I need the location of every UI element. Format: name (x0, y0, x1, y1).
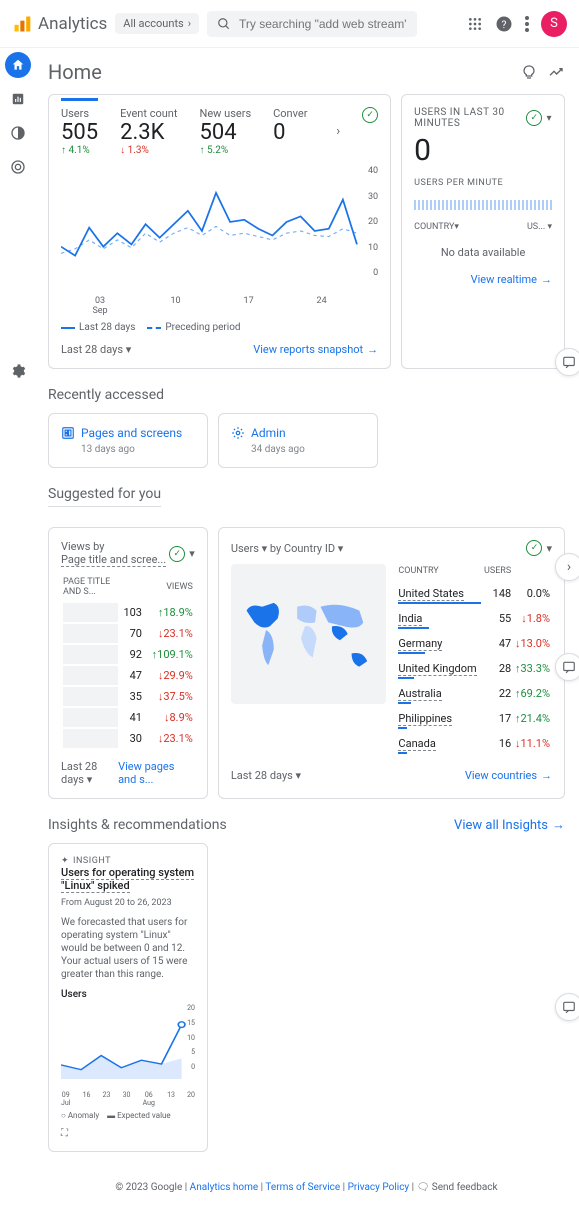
search-icon (217, 17, 231, 31)
views-card: Views by Page title and scree... ✓▾ PAGE… (48, 527, 208, 799)
trending-icon[interactable] (547, 64, 565, 80)
footer-privacy-link[interactable]: Privacy Policy (348, 1182, 410, 1193)
table-row: India55↓1.8% (398, 609, 550, 632)
metric-tab[interactable]: Event count2.3K↓ 1.3% (120, 107, 177, 156)
feedback-icon[interactable] (555, 993, 579, 1021)
admin-icon (231, 426, 245, 440)
metric-tab[interactable]: Users505↑ 4.1% (61, 98, 98, 156)
sparkle-icon: ✦ (61, 856, 69, 866)
recent-card[interactable]: Admin 34 days ago (218, 413, 378, 468)
view-pages-link[interactable]: View pages and s... (118, 760, 195, 786)
nav-advertising-icon[interactable] (5, 154, 31, 180)
view-all-insights-link[interactable]: View all Insights → (454, 817, 565, 833)
table-row: 35↓37.5% (63, 687, 193, 706)
table-row: United Kingdom28↑33.3% (398, 659, 550, 682)
check-icon: ✓ (169, 546, 185, 562)
insight-title: Users for operating system "Linux" spike… (61, 866, 194, 893)
feedback-icon[interactable] (555, 348, 579, 376)
nav-home-icon[interactable] (5, 52, 31, 78)
table-row: 30↓23.1% (63, 729, 193, 748)
pages-icon (61, 426, 75, 440)
table-row: 92↑109.1% (63, 645, 193, 664)
countries-metric-dropdown[interactable]: Users ▾ (231, 542, 267, 555)
metrics-next-icon[interactable]: › (336, 124, 340, 139)
legend-current: Last 28 days (79, 322, 135, 333)
insight-card[interactable]: ✦INSIGHT Users for operating system "Lin… (48, 843, 208, 1152)
help-icon[interactable]: ? (495, 15, 513, 33)
feedback-icon[interactable] (555, 653, 579, 681)
chevron-right-icon: › (188, 17, 191, 30)
nav-admin-icon[interactable] (5, 358, 31, 384)
page-title: Home (48, 60, 102, 84)
table-row: United States1480.0% (398, 584, 550, 607)
apps-icon[interactable] (467, 16, 483, 32)
scroll-next-icon[interactable]: › (555, 553, 579, 581)
suggested-heading: Suggested for you (48, 486, 161, 507)
countries-card: Users ▾ by Country ID ▾ ✓▾ (218, 527, 565, 799)
lightbulb-icon[interactable] (521, 64, 537, 80)
view-countries-link[interactable]: View countries → (465, 769, 552, 782)
nav-explore-icon[interactable] (5, 120, 31, 146)
table-row: 41↓8.9% (63, 708, 193, 727)
check-icon: ✓ (362, 107, 378, 123)
insights-heading: Insights & recommendations (48, 817, 227, 833)
table-row: Australia22↑69.2% (398, 684, 550, 707)
recent-heading: Recently accessed (48, 387, 565, 403)
countries-dim-dropdown[interactable]: by Country ID ▾ (270, 542, 343, 555)
table-row: 47↓29.9% (63, 666, 193, 685)
overview-chart (61, 166, 378, 278)
realtime-value: 0 (414, 133, 552, 168)
views-dim-dropdown[interactable]: Page title and scree... (61, 553, 166, 567)
realtime-card: USERS IN LAST 30 MINUTES✓▾ 0 USERS PER M… (401, 94, 565, 369)
check-icon: ✓ (526, 110, 542, 126)
table-row: Canada16↓11.1% (398, 734, 550, 757)
footer-terms-link[interactable]: Terms of Service (265, 1182, 340, 1193)
more-icon[interactable] (525, 16, 529, 32)
svg-text:?: ? (502, 17, 507, 30)
account-selector[interactable]: All accounts› (115, 13, 199, 34)
search-input[interactable] (239, 17, 407, 31)
search-box[interactable] (207, 11, 417, 37)
table-row: 103↑18.9% (63, 603, 193, 622)
footer-analytics-home-link[interactable]: Analytics home (190, 1182, 259, 1193)
table-row: Philippines17↑21.4% (398, 709, 550, 732)
insight-chart (61, 1004, 195, 1079)
view-realtime-link[interactable]: View realtime → (471, 273, 552, 286)
brand-name: Analytics (38, 14, 107, 34)
period-dropdown[interactable]: Last 28 days ▾ (61, 343, 131, 356)
table-row: Germany47↓13.0% (398, 634, 550, 657)
realtime-sparkline (414, 200, 552, 210)
legend-prev: Preceding period (165, 322, 240, 333)
views-period-dropdown[interactable]: Last 28 days ▾ (61, 760, 118, 786)
expand-icon[interactable]: ⛶ (61, 1128, 195, 1139)
metric-tab[interactable]: Conver0 (273, 107, 307, 145)
send-feedback-link[interactable]: 🗨 Send feedback (417, 1182, 498, 1193)
avatar[interactable]: S (541, 11, 567, 37)
world-map[interactable] (231, 564, 387, 704)
countries-period-dropdown[interactable]: Last 28 days ▾ (231, 769, 301, 782)
analytics-logo[interactable]: Analytics (12, 14, 107, 34)
nav-reports-icon[interactable] (5, 86, 31, 112)
table-row: 70↓23.1% (63, 624, 193, 643)
overview-card: Users505↑ 4.1% Event count2.3K↓ 1.3% New u… (48, 94, 391, 369)
metric-tab[interactable]: New users504↑ 5.2% (199, 107, 251, 156)
view-reports-link[interactable]: View reports snapshot → (253, 343, 378, 356)
check-icon: ✓ (526, 540, 542, 556)
footer: © 2023 Google | Analytics home | Terms o… (48, 1182, 565, 1193)
recent-card[interactable]: Pages and screens 13 days ago (48, 413, 208, 468)
